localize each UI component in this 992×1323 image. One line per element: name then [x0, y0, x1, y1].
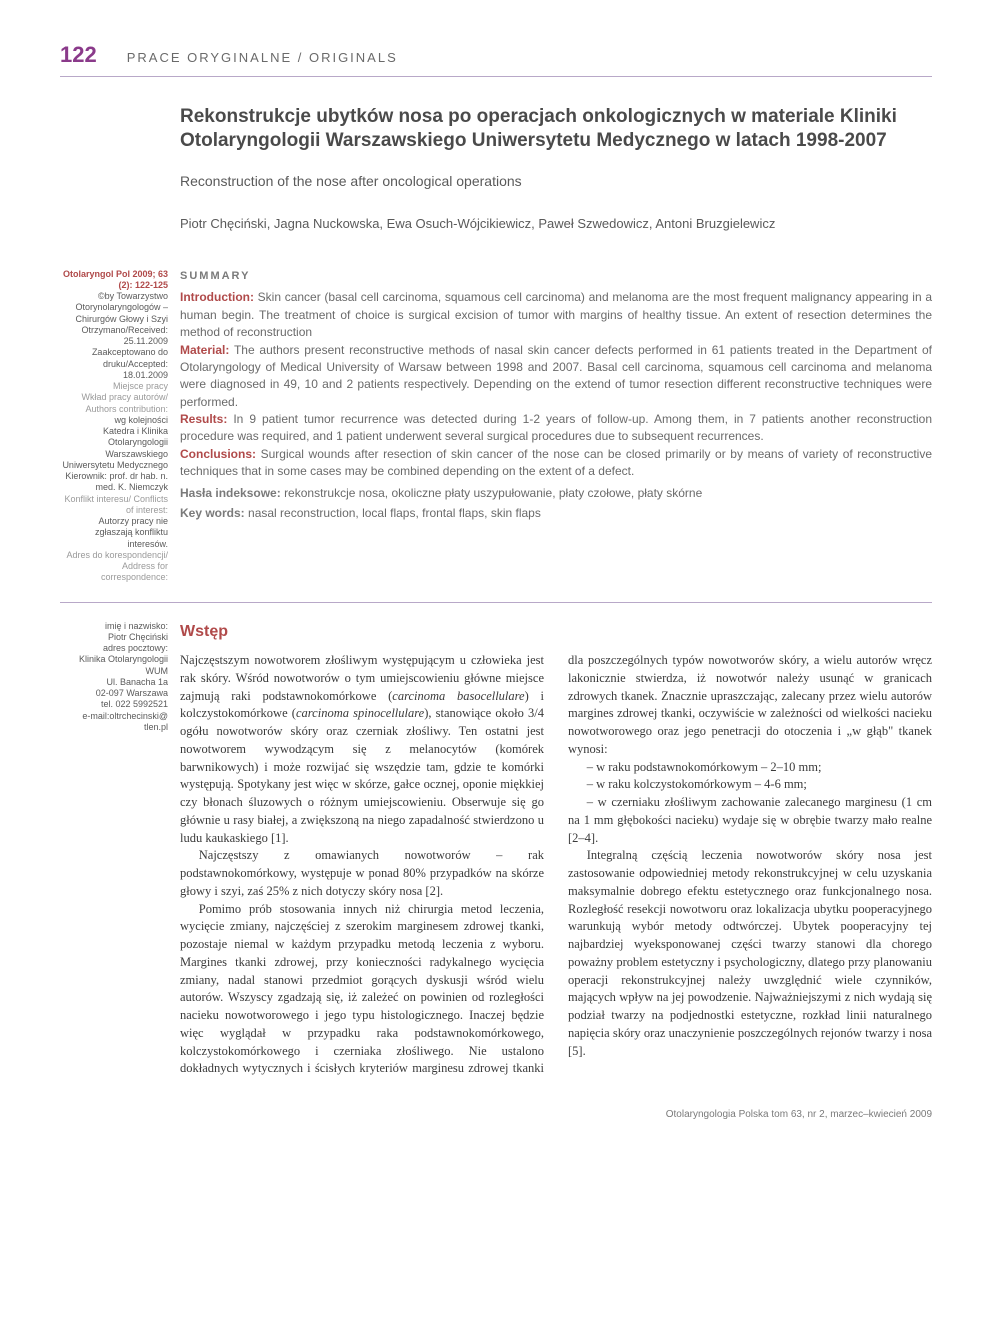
summary-results: Results: In 9 patient tumor recurrence w… — [180, 411, 932, 446]
authors: Piotr Chęciński, Jagna Nuckowska, Ewa Os… — [180, 215, 932, 233]
keywords-label: Key words: — [180, 506, 245, 520]
copyright: ©by Towarzystwo Otorynolaryngologów – Ch… — [60, 291, 168, 325]
head-label: Kierownik: — [65, 471, 107, 481]
wstep-heading: Wstęp — [180, 621, 932, 643]
section-divider — [60, 602, 932, 603]
body-paragraph: – w raku podstawnokomórkowym – 2–10 mm; — [568, 759, 932, 777]
body-paragraph: Integralną częścią leczenia nowotworów s… — [568, 847, 932, 1060]
conflict-label: Konflikt interesu/ Conflicts of interest… — [64, 494, 168, 515]
corr-street: Ul. Banacha 1a — [60, 677, 168, 688]
received-date: 25.11.2009 — [60, 336, 168, 347]
summary-conclusions: Conclusions: Surgical wounds after resec… — [180, 446, 932, 481]
corr-city: 02-097 Warszawa — [60, 688, 168, 699]
section-label: PRACE ORYGINALNE / ORIGINALS — [127, 49, 398, 67]
results-label: Results: — [180, 412, 227, 426]
body-paragraph: – w raku kolczystokomórkowym – 4-6 mm; — [568, 776, 932, 794]
material-label: Material: — [180, 343, 229, 357]
corr-name: Piotr Chęciński — [60, 632, 168, 643]
correspondence-sidebar: imię i nazwisko: Piotr Chęciński adres p… — [60, 621, 168, 1079]
head-name: prof. dr hab. n. med. K. Niemczyk — [95, 471, 168, 492]
body-paragraph: Najczęstszym nowotworem złośliwym występ… — [180, 652, 544, 847]
keywords-text: nasal reconstruction, local flaps, front… — [248, 506, 541, 520]
received-label: Otrzymano/Received: — [81, 325, 168, 335]
material-text: The authors present reconstructive metho… — [180, 343, 932, 409]
article-title-pl: Rekonstrukcje ubytków nosa po operacjach… — [180, 105, 932, 154]
corr-addr-label: adres pocztowy: — [60, 643, 168, 654]
article-title-en: Reconstruction of the nose after oncolog… — [180, 172, 932, 191]
body-paragraph: – w czerniaku złośliwym zachowanie zalec… — [568, 794, 932, 847]
page-number: 122 — [60, 40, 97, 70]
page-footer: Otolaryngologia Polska tom 63, nr 2, mar… — [60, 1108, 932, 1122]
summary-intro: Introduction: Skin cancer (basal cell ca… — [180, 289, 932, 341]
conflict-text: Autorzy pracy nie zgłaszają konfliktu in… — [60, 516, 168, 550]
conclusions-text: Surgical wounds after resection of skin … — [180, 447, 932, 478]
intro-text: Skin cancer (basal cell carcinoma, squam… — [180, 290, 932, 339]
corr-name-label: imię i nazwisko: — [60, 621, 168, 632]
page-header: 122 PRACE ORYGINALNE / ORIGINALS — [60, 40, 932, 77]
affiliation: Katedra i Klinika Otolaryngologii Warsza… — [60, 426, 168, 471]
hasla-label: Hasła indeksowe: — [180, 486, 281, 500]
hasla-text: rekonstrukcje nosa, okoliczne płaty uszy… — [284, 486, 702, 500]
corr-tel: tel. 022 5992521 — [60, 699, 168, 710]
results-text: In 9 patient tumor recurrence was detect… — [180, 412, 932, 443]
summary-heading: SUMMARY — [180, 269, 932, 284]
hasla-row: Hasła indeksowe: rekonstrukcje nosa, oko… — [180, 485, 932, 501]
body-columns: Najczęstszym nowotworem złośliwym występ… — [180, 652, 932, 1078]
keywords-row: Key words: nasal reconstruction, local f… — [180, 505, 932, 521]
metadata-sidebar: Otolaryngol Pol 2009; 63 (2): 122-125 ©b… — [60, 269, 168, 584]
summary-block: SUMMARY Introduction: Skin cancer (basal… — [180, 269, 932, 584]
corr-label: Adres do korespondencji/ Address for cor… — [66, 550, 168, 583]
accepted-date: 18.01.2009 — [60, 370, 168, 381]
corr-addr: Klinika Otolaryngologii WUM — [60, 654, 168, 677]
summary-material: Material: The authors present reconstruc… — [180, 342, 932, 412]
conclusions-label: Conclusions: — [180, 447, 256, 461]
contribution-label: Wkład pracy autorów/ Authors contributio… — [81, 392, 168, 413]
location-label: Miejsce pracy — [60, 381, 168, 392]
intro-label: Introduction: — [180, 290, 254, 304]
accepted-label: Zaakceptowano do druku/Accepted: — [92, 347, 168, 368]
journal-ref: Otolaryngol Pol 2009; 63 (2): 122-125 — [60, 269, 168, 292]
corr-email: e-mail:oltrchecinski@ tlen.pl — [60, 711, 168, 734]
body-paragraph: Najczęstszy z omawianych nowotworów – ra… — [180, 847, 544, 900]
contribution: wg kolejności — [60, 415, 168, 426]
